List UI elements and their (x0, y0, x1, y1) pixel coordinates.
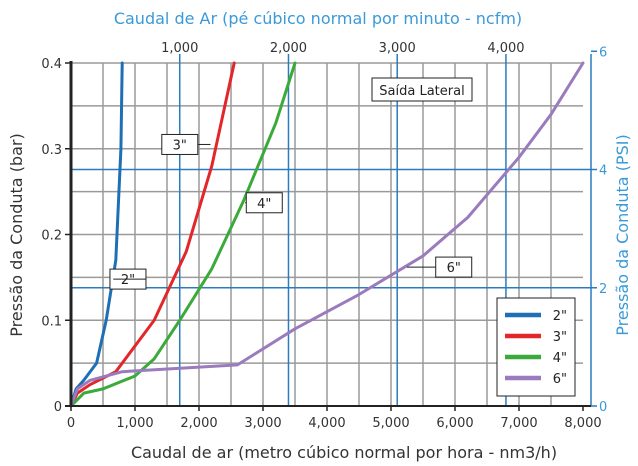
annotation-text: Saída Lateral (379, 84, 464, 99)
series-labels: 2" 3" 4" 6" (109, 133, 473, 290)
legend-label-3: 4" (553, 351, 567, 366)
legend-label-1: 2" (553, 309, 567, 324)
y-tick-label: 0.1 (41, 314, 62, 329)
legend-label-4: 6" (553, 372, 567, 387)
x-tick-label: 3,000 (244, 416, 281, 431)
y-axis-label-right: Pressão da Conduta (PSI) (613, 134, 632, 335)
right-tick-label: 6 (599, 45, 607, 60)
series-callout-2: 3" (161, 133, 199, 155)
x-tick-label: 1,000 (116, 416, 153, 431)
x-tick-label: 5,000 (372, 416, 409, 431)
legend-label-2: 3" (553, 330, 567, 345)
y-tick-label: 0.2 (41, 229, 62, 244)
callout-text: 2" (121, 273, 135, 288)
y-tick-label: 0.3 (41, 143, 62, 158)
annotation-box: Saída Lateral (371, 77, 473, 102)
x-tick-label: 6,000 (436, 416, 473, 431)
x-tick-label: 8,000 (564, 416, 601, 431)
x-tick-label: 2,000 (180, 416, 217, 431)
secondary-grid: 1,000 2,000 3,000 4,000 0 2 4 6 (71, 41, 607, 415)
top-tick-label: 2,000 (270, 41, 307, 56)
right-tick-label: 2 (599, 282, 607, 297)
x-tick-label: 4,000 (308, 416, 345, 431)
series-line-4 (69, 61, 585, 408)
series-layer (69, 61, 585, 408)
legend: 2" 3" 4" 6" (496, 297, 576, 397)
y-tick-label: 0 (54, 400, 62, 415)
callout-text: 4" (257, 197, 271, 212)
top-axis-title: Caudal de Ar (pé cúbico normal por minut… (114, 9, 522, 28)
right-tick-label: 4 (599, 164, 607, 179)
series-line-2 (69, 61, 236, 408)
axes: 0 1,000 2,000 3,000 4,000 5,000 6,000 7,000 8,00… (41, 57, 601, 431)
top-tick-label: 1,000 (161, 41, 198, 56)
callout-text: 6" (447, 261, 461, 276)
series-callout-4: 6" (435, 256, 473, 278)
y-axis-label-left: Pressão da Conduta (bar) (7, 133, 26, 336)
right-tick-label: 0 (599, 400, 607, 415)
y-tick-label: 0.4 (41, 57, 62, 72)
series-callout-3: 4" (245, 192, 283, 214)
top-tick-label: 4,000 (487, 41, 524, 56)
series-line-3 (69, 61, 297, 408)
x-axis-label: Caudal de ar (metro cúbico normal por ho… (131, 443, 557, 462)
x-tick-label: 0 (67, 416, 75, 431)
x-tick-label: 7,000 (500, 416, 537, 431)
callout-text: 3" (173, 138, 187, 153)
top-tick-label: 3,000 (379, 41, 416, 56)
